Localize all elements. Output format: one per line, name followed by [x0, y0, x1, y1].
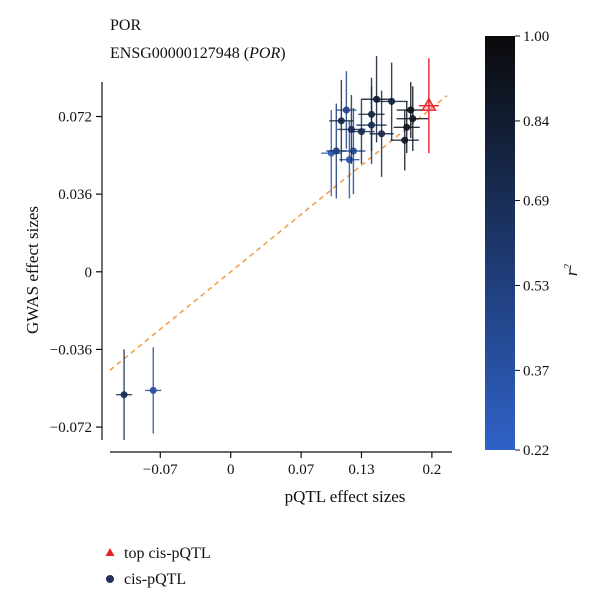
triangle-marker	[421, 97, 437, 111]
cis-pqtl-point	[390, 110, 419, 171]
x-tick-label: −0.07	[143, 462, 178, 478]
cis-pqtl-point	[326, 103, 347, 199]
cis-pqtl-point	[339, 120, 360, 199]
cis-pqtl-point	[393, 101, 420, 154]
y-axis-label: GWAS effect sizes	[23, 206, 42, 334]
x-axis-label: pQTL effect sizes	[285, 487, 406, 506]
cis-pqtl-point	[361, 56, 392, 143]
circle-marker	[368, 110, 376, 118]
colorbar-tick-label: 0.84	[523, 114, 550, 130]
x-tick-label: 0.2	[423, 462, 442, 478]
circle-marker	[378, 130, 386, 138]
chart-subtitle-prefix: ENSG00000127948 (	[110, 45, 249, 62]
x-tick-label: 0.13	[348, 462, 374, 478]
circle-marker	[373, 95, 381, 103]
y-tick-label: −0.036	[50, 342, 93, 358]
y-tick-label: 0	[85, 265, 93, 281]
cis-pqtl-point	[369, 90, 394, 177]
legend-circle-icon	[106, 575, 114, 583]
colorbar-tick-label: 0.22	[523, 443, 549, 459]
legend-label: top cis-pQTL	[124, 545, 211, 562]
cis-pqtl-point	[336, 71, 357, 149]
top-cis-pqtl-point	[418, 58, 439, 154]
circle-marker	[337, 117, 345, 125]
plot-area: 0.072 0.036 0 −0.036 −0.072 −0.07 0 0.07 0.13 0.2	[50, 56, 452, 478]
legend: top cis-pQTL cis-pQTL	[105, 545, 211, 588]
y-tick-label: 0.036	[58, 187, 92, 203]
cis-pqtl-point	[375, 62, 408, 141]
legend-triangle-icon	[105, 548, 115, 556]
circle-marker	[357, 128, 365, 136]
colorbar-tick-label: 0.69	[523, 194, 549, 210]
circle-marker	[407, 106, 415, 114]
colorbar-label: r2	[562, 263, 581, 276]
cis-pqtl-point	[329, 79, 354, 162]
chart-subtitle: ENSG00000127948 (POR)	[110, 45, 286, 62]
legend-label: cis-pQTL	[124, 571, 186, 588]
legend-item: cis-pQTL	[106, 571, 186, 588]
colorbar-tick-label: 0.37	[523, 363, 550, 379]
fit-line	[109, 94, 448, 371]
y-tick-label: 0.072	[58, 110, 92, 126]
cis-pqtl-point	[145, 347, 162, 434]
circle-marker	[403, 123, 411, 131]
x-tick-label: 0	[227, 462, 235, 478]
circle-marker	[149, 386, 157, 394]
chart-subtitle-suffix: )	[280, 45, 285, 62]
x-tick-label: 0.07	[288, 462, 315, 478]
legend-item: top cis-pQTL	[105, 545, 211, 562]
colorbar-tick-label: 0.53	[523, 278, 549, 294]
cis-pqtl-point	[348, 99, 375, 164]
cis-pqtl-point	[358, 77, 385, 152]
colorbar-tick-label: 1.00	[523, 29, 549, 45]
circle-marker	[332, 147, 340, 155]
cis-pqtl-point	[396, 82, 425, 139]
cis-pqtl-point	[116, 349, 133, 440]
colorbar: 1.00 0.84 0.69 0.53 0.37 0.22	[485, 29, 550, 459]
chart-title: POR	[110, 17, 141, 34]
chart-subtitle-gene: POR	[248, 45, 280, 62]
circle-marker	[120, 391, 128, 399]
circle-marker	[342, 106, 350, 114]
colorbar-gradient	[485, 36, 515, 450]
y-tick-label: −0.072	[50, 420, 92, 436]
